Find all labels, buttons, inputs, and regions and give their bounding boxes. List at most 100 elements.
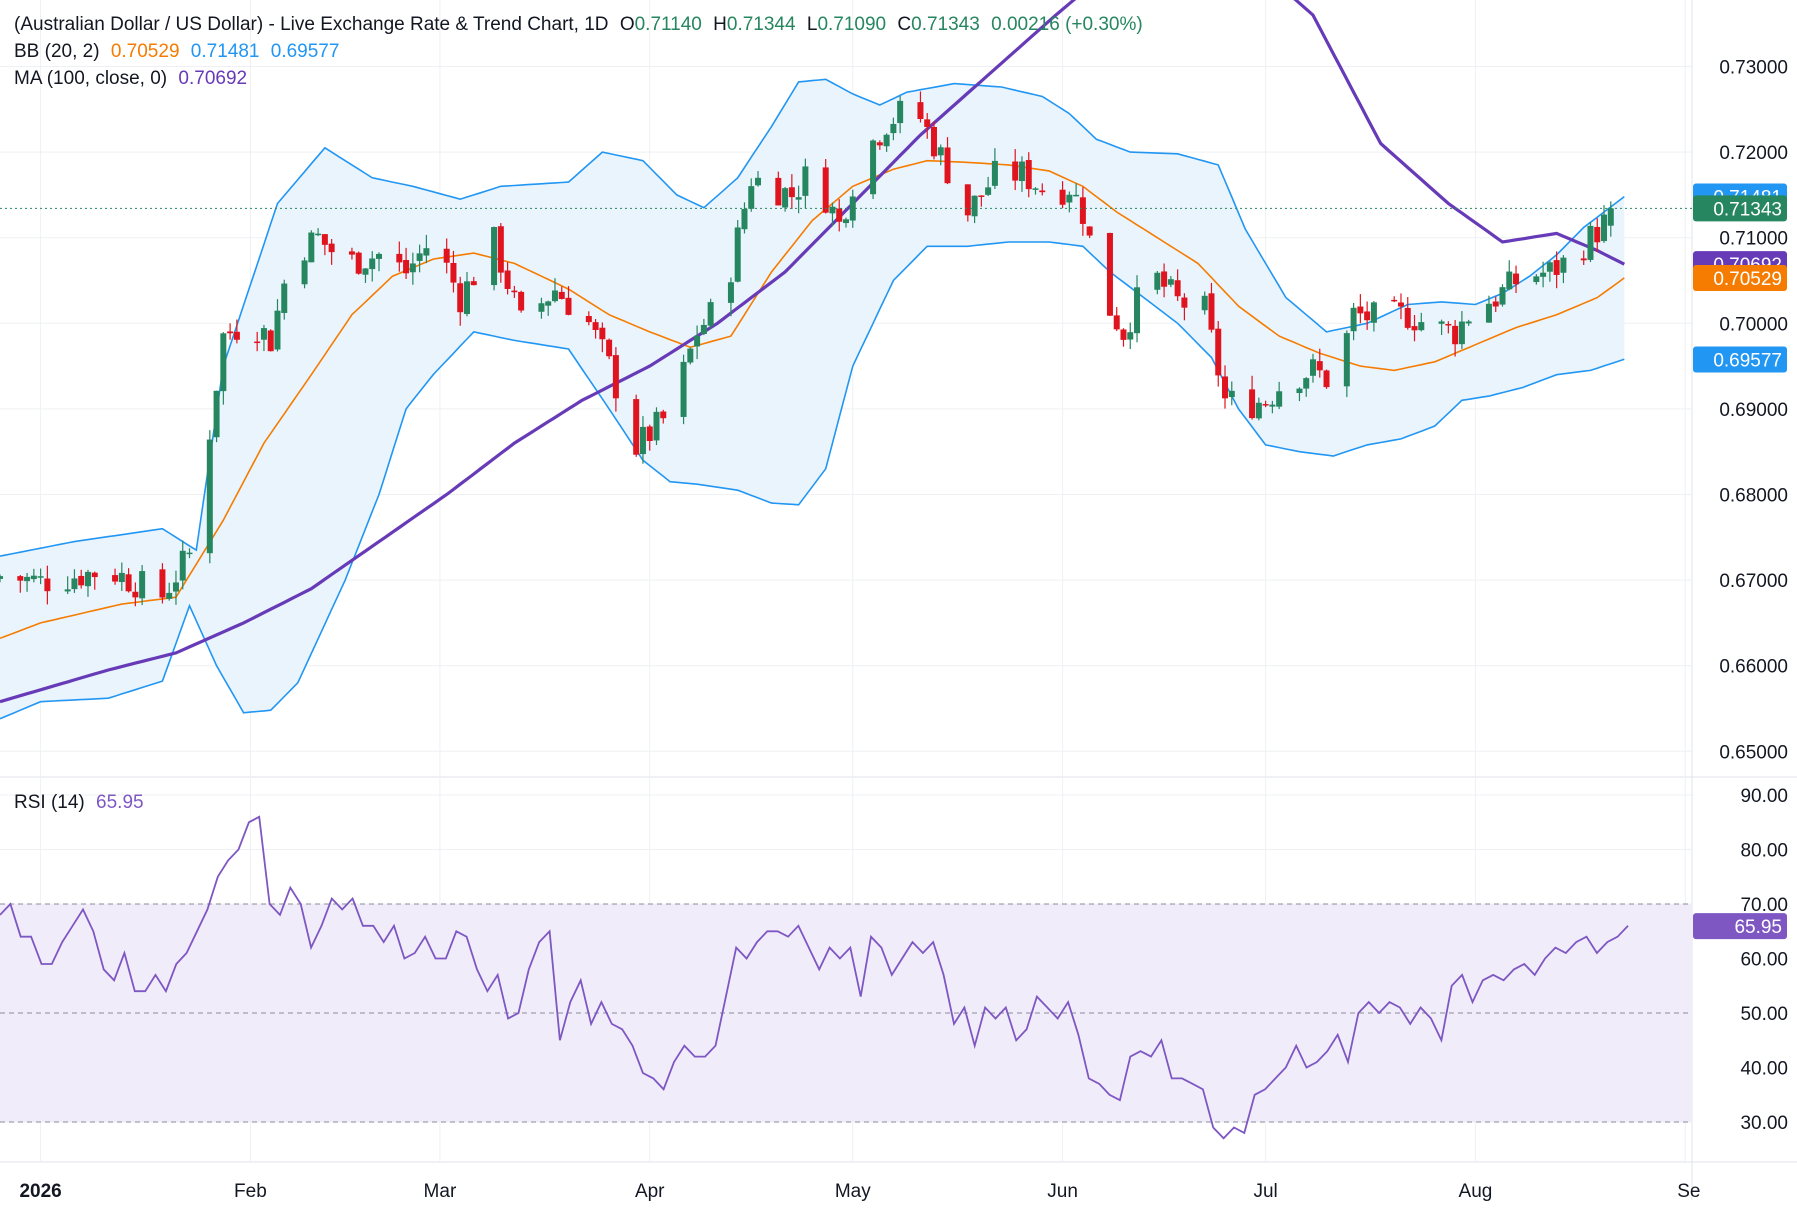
candle-body (1397, 302, 1404, 307)
candle (497, 223, 504, 283)
candle-body (1594, 226, 1601, 243)
candle-body (159, 569, 166, 598)
candle (795, 185, 802, 214)
rsi-badge-text: 65.95 (1734, 917, 1782, 938)
candle-body (1506, 271, 1513, 290)
candle-body (1404, 307, 1411, 328)
candle-body (491, 227, 498, 286)
candle-body (1161, 271, 1168, 287)
axes: 0.73000 0.72000 0.71000 0.70000 0.69000 0.680… (0, 58, 1788, 1202)
price-tick-label: 0.68000 (1719, 486, 1788, 507)
candle-body (1025, 160, 1032, 190)
candle-body (1262, 404, 1269, 406)
time-tick-label: Mar (424, 1181, 457, 1202)
candle-body (463, 281, 470, 314)
candle (470, 276, 477, 286)
candle-body (78, 575, 85, 586)
candle (409, 252, 416, 285)
candle (1276, 381, 1283, 410)
candle-body (179, 550, 186, 581)
candle-body (1039, 190, 1046, 193)
candle (924, 113, 931, 139)
candle (985, 176, 992, 197)
candle-body (680, 361, 687, 417)
candle-body (849, 196, 856, 221)
candle (849, 189, 856, 228)
candle (890, 117, 897, 141)
candle-body (0, 576, 3, 579)
candle (700, 318, 707, 336)
candle-body (166, 592, 173, 599)
ma-legend[interactable]: MA (100, close, 0) 0.70692 (14, 68, 253, 90)
candle-body (376, 253, 383, 259)
open-label: O (619, 14, 635, 35)
candle (457, 276, 464, 326)
candle-body (802, 166, 809, 196)
candle-body (233, 331, 240, 340)
candle (876, 140, 883, 150)
candle-body (1018, 161, 1025, 182)
candle (139, 565, 146, 606)
candle-body (653, 411, 660, 441)
candle-body (132, 591, 139, 598)
candle (612, 347, 619, 412)
candle-body (782, 188, 789, 208)
candle-body (328, 243, 335, 253)
rsi-legend[interactable]: RSI (14) 65.95 (14, 792, 150, 814)
candle (1580, 250, 1587, 265)
candle (281, 279, 288, 320)
time-tick-label: Apr (635, 1181, 665, 1202)
candle (1025, 152, 1032, 198)
candle-body (890, 123, 897, 134)
candle-body (1485, 303, 1492, 323)
candle-body (755, 177, 762, 186)
candle-body (551, 290, 558, 302)
candle (1540, 261, 1547, 288)
rsi-tick-label: 50.00 (1740, 1004, 1788, 1025)
candle (1485, 295, 1492, 323)
candle (403, 247, 410, 279)
candle-body (254, 341, 261, 344)
candle-body (991, 160, 998, 186)
candle-body (1458, 321, 1465, 345)
candle (1397, 293, 1404, 320)
candle (179, 540, 186, 590)
candle (463, 272, 470, 317)
candle-body (1249, 389, 1256, 419)
candle-body (1073, 194, 1080, 197)
chart-title: (Australian Dollar / US Dollar) - Live E… (14, 14, 609, 35)
candle-body (71, 578, 78, 590)
candle (118, 562, 125, 591)
candle (755, 171, 762, 187)
candle-body (84, 571, 91, 587)
candle-body (700, 324, 707, 334)
candle (1391, 296, 1398, 303)
candle (1167, 276, 1174, 288)
candle (17, 575, 24, 593)
candle-body (599, 327, 606, 340)
candle-body (1580, 258, 1587, 261)
candle (376, 252, 383, 272)
ma-line (0, 0, 1626, 704)
candle-body (1323, 370, 1330, 388)
bb-legend[interactable]: BB (20, 2) 0.70529 0.71481 0.69577 (14, 41, 345, 63)
candle-body (504, 270, 511, 289)
candle (1201, 291, 1208, 315)
candle-body (260, 328, 267, 340)
candle-body (836, 208, 843, 222)
candle-body (1411, 326, 1418, 331)
low-label: L (806, 14, 818, 35)
candle-body (1032, 188, 1039, 190)
candle-body (1445, 323, 1452, 326)
candle-body (416, 253, 423, 261)
candle-body (788, 187, 795, 198)
candle (883, 133, 890, 152)
candle (1032, 187, 1039, 195)
candle (260, 324, 267, 352)
close-value: 0.71343 (911, 14, 980, 35)
candle-body (1086, 226, 1093, 236)
candle (30, 568, 37, 583)
bb-lower-badge-text: 0.69577 (1713, 351, 1782, 372)
